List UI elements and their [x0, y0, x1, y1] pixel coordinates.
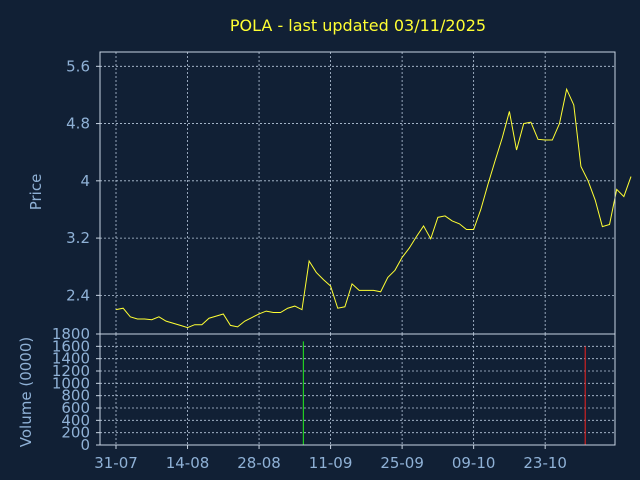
x-tick-label: 14-08 — [166, 454, 210, 472]
x-tick-label: 28-08 — [237, 454, 281, 472]
price-plot-frame — [99, 51, 616, 335]
volume-axis-label: Volume (0000) — [17, 337, 35, 447]
x-tick-label: 09-10 — [452, 454, 496, 472]
price-tick-label: 5.6 — [66, 57, 90, 75]
volume-tick-label: 1800 — [52, 325, 90, 343]
volume-tick-label: 1600 — [52, 337, 90, 355]
volume-tick-label: 600 — [61, 399, 90, 417]
chart-title: POLA - last updated 03/11/2025 — [230, 16, 486, 35]
volume-tick-label: 400 — [61, 411, 90, 429]
price-tick-label: 3.2 — [66, 229, 90, 247]
x-tick-label: 31-07 — [94, 454, 138, 472]
volume-tick-label: 200 — [61, 424, 90, 442]
volume-tick-label: 1400 — [52, 350, 90, 368]
volume-plot-frame — [99, 333, 616, 446]
price-tick-label: 2.4 — [66, 286, 90, 304]
x-tick-label: 23-10 — [523, 454, 567, 472]
volume-tick-label: 1200 — [52, 362, 90, 380]
x-tick-label: 25-09 — [380, 454, 424, 472]
price-tick-label: 4.8 — [66, 115, 90, 133]
volume-tick-label: 1000 — [52, 374, 90, 392]
price-axis-label: Price — [27, 174, 45, 211]
price-panel: 2.4 3.2 4 4.8 5.6 — [66, 51, 632, 335]
price-series-line — [115, 87, 632, 329]
volume-tick-label: 0 — [80, 436, 90, 454]
price-tick-label: 4 — [80, 172, 90, 190]
x-tick-label: 11-09 — [309, 454, 353, 472]
volume-tick-label: 800 — [61, 387, 90, 405]
